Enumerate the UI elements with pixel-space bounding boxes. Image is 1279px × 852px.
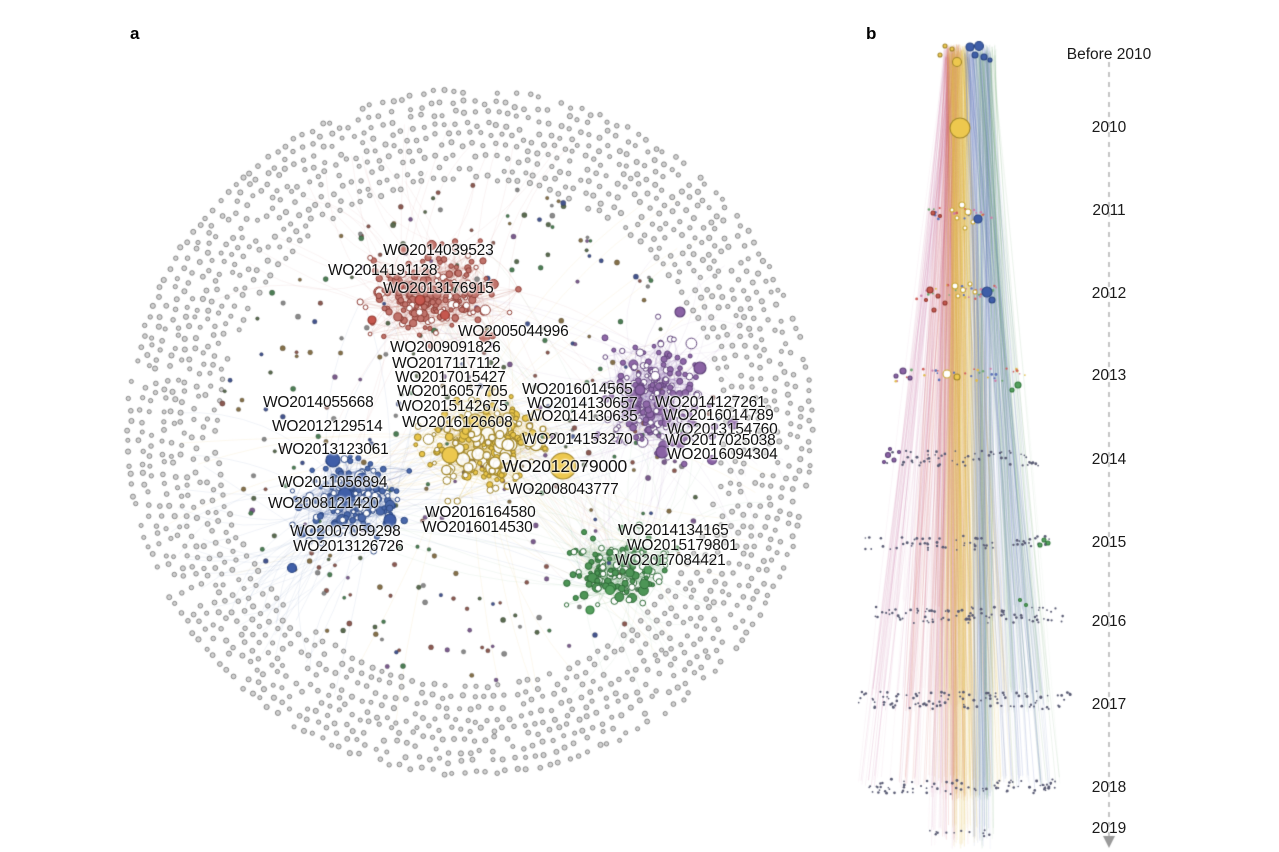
year-label: 2013 [1091, 367, 1127, 384]
year-label: 2014 [1091, 451, 1127, 468]
patent-node-label: WO2014191128 [328, 262, 438, 279]
patent-node-label: WO2014130635 [527, 408, 638, 425]
patent-node-label: WO2017015427 [395, 369, 506, 386]
year-label: 2018 [1091, 779, 1127, 796]
patent-node-label: WO2016014530 [422, 519, 533, 536]
patent-node-label: WO2017084421 [615, 552, 726, 569]
patent-node-label: WO2016014565 [522, 381, 633, 398]
patent-node-label: WO2014039523 [383, 242, 494, 259]
year-label: 2017 [1091, 696, 1127, 713]
patent-node-label: WO2008121420 [268, 495, 379, 512]
patent-node-label: WO2016126608 [402, 414, 513, 431]
panel-b-label: b [866, 24, 877, 43]
patent-node-label: WO2016164580 [425, 504, 536, 521]
patent-node-label: WO2014127261 [655, 394, 766, 411]
year-label: 2011 [1092, 202, 1126, 219]
year-label: Before 2010 [1066, 46, 1152, 63]
year-label: 2019 [1091, 820, 1127, 837]
year-label: 2012 [1091, 285, 1127, 302]
patent-node-label: WO2017025038 [665, 432, 776, 449]
year-label: 2016 [1091, 613, 1127, 630]
patent-node-label: WO2016094304 [667, 446, 778, 463]
patent-node-label: WO2014055668 [263, 394, 374, 411]
patent-node-label: WO2016057705 [397, 383, 508, 400]
patent-node-label: WO2013176915 [383, 280, 494, 297]
patent-node-label: WO2015142675 [397, 398, 508, 415]
year-label: 2015 [1091, 534, 1127, 551]
patent-node-label: WO2011056894 [278, 474, 388, 491]
patent-node-label: WO2012129514 [272, 418, 383, 435]
patent-node-label: WO2015179801 [627, 537, 738, 554]
patent-node-label: WO2017117112 [392, 355, 501, 372]
patent-node-label: WO2014134165 [618, 522, 729, 539]
patent-node-label: WO2012079000 [502, 456, 628, 476]
patent-node-label: WO2009091826 [390, 339, 501, 356]
panel-a-label: a [130, 24, 140, 43]
year-label: 2010 [1091, 119, 1127, 136]
patent-node-label: WO2007059298 [290, 523, 401, 540]
patent-node-label: WO2014130657 [527, 395, 638, 412]
patent-node-label: WO2014153270 [522, 431, 633, 448]
patent-node-label: WO2016014789 [663, 407, 774, 424]
patent-node-label: WO2013123061 [278, 441, 389, 458]
patent-node-label: WO2005044996 [458, 323, 569, 340]
patent-node-label: WO2008043777 [508, 481, 619, 498]
patent-node-label: WO2013126726 [293, 538, 404, 555]
patent-node-label: WO2013154760 [667, 421, 778, 438]
